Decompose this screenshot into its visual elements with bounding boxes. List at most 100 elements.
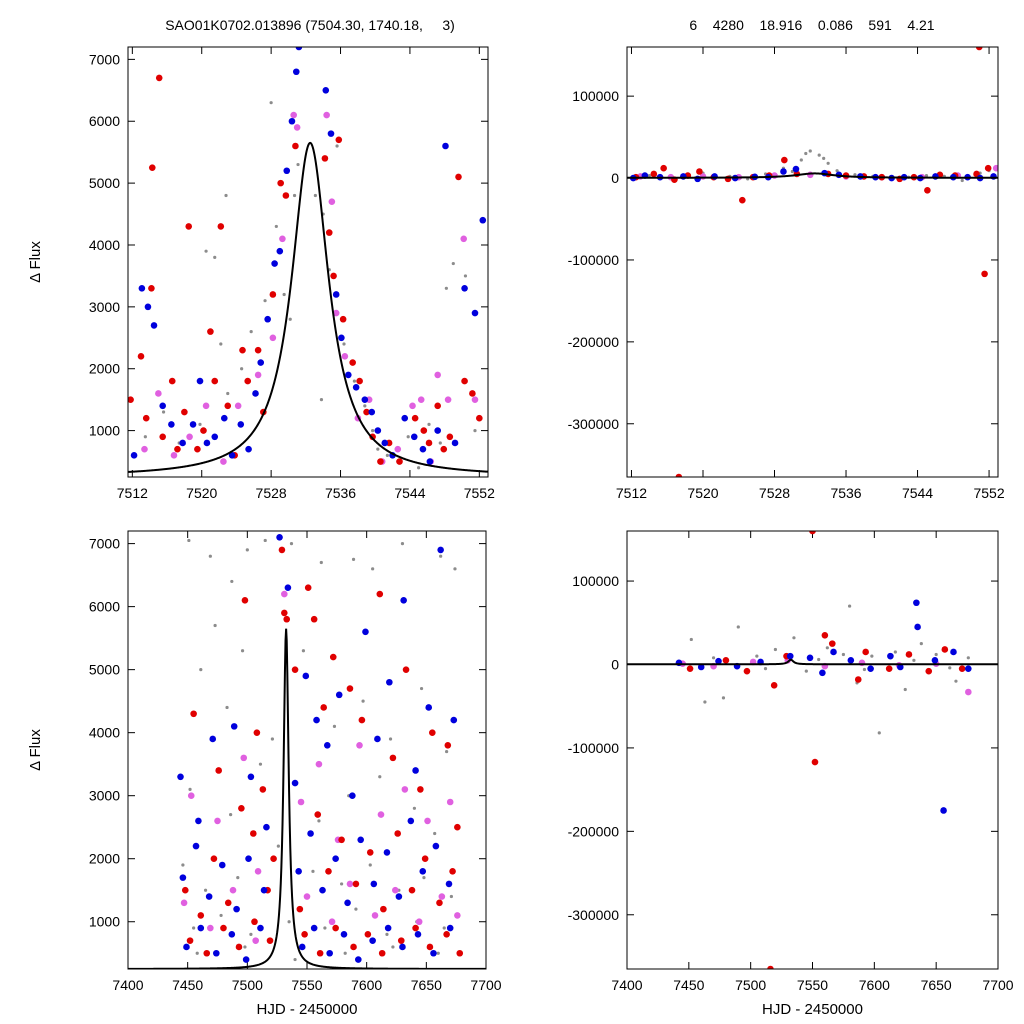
data-point-blue: [352, 383, 360, 391]
data-point-blue: [383, 849, 391, 856]
data-point-blue: [257, 359, 265, 366]
data-point-blue: [374, 735, 381, 743]
data-point-gray: [442, 926, 446, 930]
x-tick-label: 7512: [117, 485, 148, 501]
data-point-gray: [371, 428, 375, 433]
data-point-blue: [211, 433, 219, 441]
data-point-red: [446, 433, 454, 441]
data-point-blue: [479, 216, 487, 224]
data-point-red: [975, 47, 983, 51]
data-point-gray: [219, 913, 223, 918]
data-point-red: [292, 142, 299, 150]
data-point-gray: [225, 705, 229, 710]
x-tick-label: 7400: [611, 977, 642, 993]
data-point-red: [454, 823, 461, 831]
data-point-magenta: [187, 792, 195, 799]
data-point-magenta: [992, 164, 998, 172]
data-point-red: [924, 187, 931, 194]
data-point-blue: [414, 931, 422, 938]
data-point-magenta: [207, 924, 214, 932]
data-point-magenta: [394, 445, 402, 453]
data-point-magenta: [254, 868, 262, 875]
data-point-red: [181, 886, 189, 894]
data-point-gray: [763, 667, 768, 671]
points-layer: [629, 47, 998, 477]
data-point-blue: [932, 173, 939, 180]
data-point-gray: [400, 542, 405, 546]
data-point-red: [220, 924, 227, 932]
data-point-magenta: [141, 445, 148, 453]
data-point-red: [210, 855, 218, 863]
data-point-gray: [406, 435, 410, 439]
data-point-blue: [332, 855, 339, 863]
data-point-blue: [233, 905, 240, 913]
data-point-red: [137, 353, 145, 360]
data-point-gray: [385, 932, 389, 936]
data-point-gray: [948, 666, 952, 670]
title-right: 6 4280 18.916 0.086 591 4.21: [689, 17, 934, 33]
data-point-blue: [362, 628, 369, 636]
data-point-magenta: [290, 111, 297, 119]
data-point-gray: [736, 625, 740, 629]
data-point-gray: [755, 654, 759, 658]
data-point-gray: [229, 812, 233, 817]
data-point-red: [854, 676, 862, 683]
y-tick-label: -200000: [568, 823, 620, 839]
data-point-gray: [313, 193, 317, 198]
data-point-magenta: [323, 111, 330, 119]
data-point-red: [314, 811, 322, 818]
data-point-blue: [381, 439, 389, 447]
data-point-red: [217, 223, 225, 230]
data-point-blue: [369, 937, 376, 944]
data-point-gray: [721, 696, 726, 700]
x-tick-label: 7536: [325, 485, 356, 501]
data-point-gray: [444, 286, 448, 290]
data-point-gray: [371, 567, 375, 571]
data-point-gray: [292, 193, 297, 198]
data-point-red: [675, 473, 683, 477]
data-point-blue: [847, 657, 855, 664]
data-point-blue: [213, 949, 220, 957]
data-point-red: [238, 804, 245, 812]
data-point-gray: [799, 158, 803, 162]
data-point-red: [269, 291, 277, 298]
data-point-blue: [419, 868, 427, 875]
data-point-magenta: [180, 899, 188, 907]
data-point-red: [444, 741, 452, 749]
data-point-red: [366, 849, 374, 856]
data-point-blue: [295, 47, 303, 51]
data-point-blue: [887, 652, 894, 660]
data-point-gray: [342, 342, 346, 346]
x-tick-label: 7700: [982, 977, 1013, 993]
data-point-red: [941, 646, 949, 653]
data-point-blue: [264, 315, 271, 323]
data-point-gray: [199, 668, 203, 672]
data-point-gray: [817, 657, 821, 662]
data-point-red: [660, 164, 667, 172]
data-point-blue: [430, 949, 437, 957]
x-tick-label: 7544: [902, 485, 933, 501]
data-point-magenta: [293, 124, 301, 131]
data-point-gray: [924, 173, 929, 178]
data-point-blue: [257, 924, 264, 932]
data-point-gray: [161, 410, 166, 414]
data-point-blue: [445, 880, 453, 888]
data-point-magenta: [332, 309, 340, 317]
data-point-blue: [220, 414, 228, 422]
data-point-gray: [689, 637, 693, 642]
y-tick-label: -200000: [568, 334, 620, 350]
data-point-blue: [425, 704, 433, 711]
data-point-red: [283, 615, 291, 623]
data-point-blue: [680, 173, 687, 180]
y-axis-label: Δ Flux: [27, 241, 44, 283]
y-tick-label: -300000: [568, 416, 620, 432]
points-layer: [675, 531, 972, 969]
data-point-red: [984, 164, 992, 172]
data-point-blue: [780, 168, 787, 175]
x-tick-label: 7544: [394, 485, 425, 501]
data-point-magenta: [460, 235, 468, 243]
data-point-blue: [914, 623, 921, 631]
data-point-blue: [786, 652, 794, 660]
data-point-red: [456, 949, 464, 957]
data-point-red: [259, 786, 267, 793]
